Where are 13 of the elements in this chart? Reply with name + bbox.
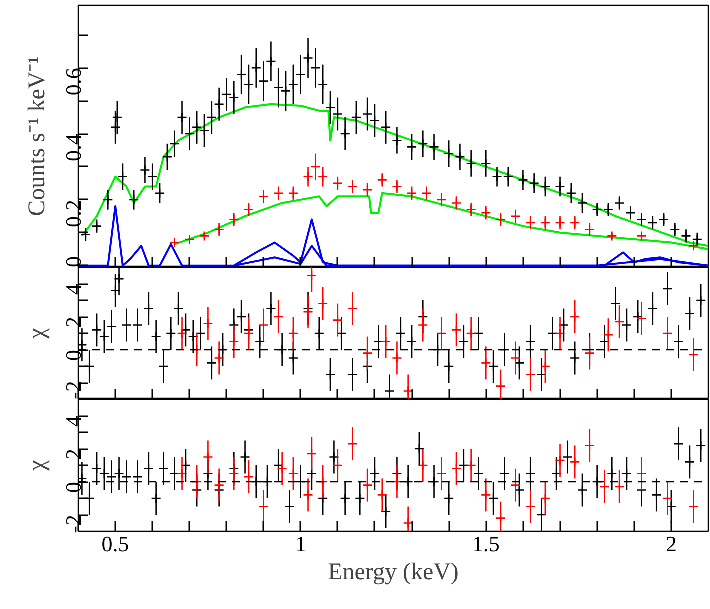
y-tick-label: 2 — [61, 449, 86, 460]
y-axis-title: χ — [24, 328, 50, 340]
y-tick-label: 4 — [61, 416, 86, 427]
x-tick-label: 1 — [295, 532, 306, 556]
y-tick-label: 4 — [61, 284, 86, 295]
y-axis-title: Counts s⁻¹ keV⁻¹ — [24, 56, 50, 216]
y-tick-label: 2 — [61, 317, 86, 328]
x-tick-label: 2 — [666, 532, 677, 556]
x-tick-label: 1.5 — [472, 532, 500, 556]
y-tick-label: -2 — [61, 515, 86, 534]
y-axis-title: χ — [24, 460, 50, 472]
x-axis-title: Energy (keV) — [328, 560, 459, 586]
x-tick-label: 0.5 — [102, 532, 130, 556]
